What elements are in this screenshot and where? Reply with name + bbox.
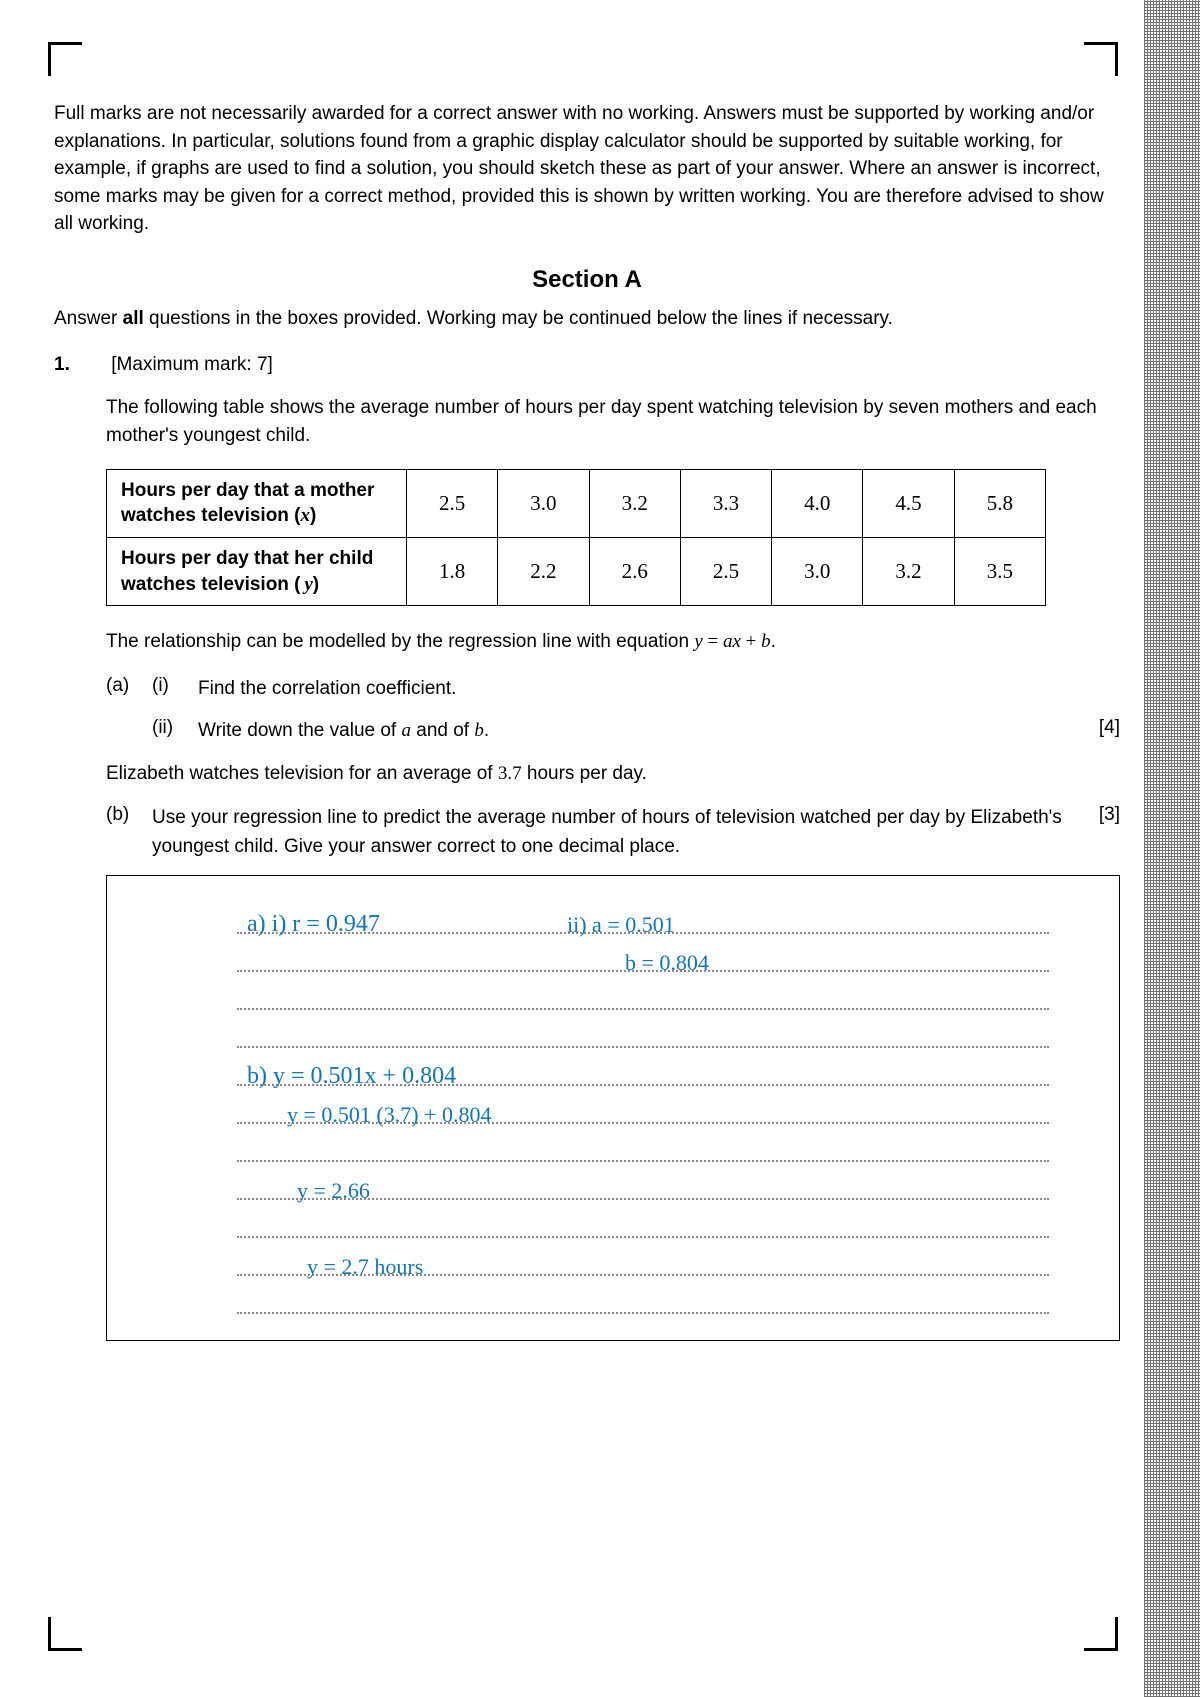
section-instructions: Answer all questions in the boxes provid… xyxy=(54,308,1120,330)
answer-line xyxy=(147,974,1079,1012)
cell-y-2: 2.6 xyxy=(589,538,680,606)
cell-y-1: 2.2 xyxy=(498,538,589,606)
q1-number: 1. xyxy=(54,354,106,376)
reg-post: . xyxy=(771,631,776,652)
text-b: Use your regression line to predict the … xyxy=(152,804,1082,861)
cell-x-2: 3.2 xyxy=(589,469,680,537)
answer-line xyxy=(147,1278,1079,1316)
answer-line xyxy=(147,1012,1079,1050)
cell-x-6: 5.8 xyxy=(954,469,1045,537)
row1-header: Hours per day that a mother watches tele… xyxy=(107,469,407,537)
aii-pre: Write down the value of xyxy=(198,720,401,741)
instr-post: questions in the boxes provided. Working… xyxy=(144,308,893,329)
answer-line: b) y = 0.501x + 0.804 xyxy=(147,1050,1079,1088)
answer-line: b = 0.804 xyxy=(147,936,1079,974)
q1-body: The following table shows the average nu… xyxy=(54,394,1120,1342)
table-row: Hours per day that her child watches tel… xyxy=(107,538,1046,606)
cell-y-0: 1.8 xyxy=(407,538,498,606)
q1-a-i: (a) (i) Find the correlation coefficient… xyxy=(106,675,1120,704)
cell-y-5: 3.2 xyxy=(863,538,954,606)
dotted-rule xyxy=(237,1312,1049,1314)
hand-a-ii-a: ii) a = 0.501 xyxy=(567,912,675,938)
label-a-ii: (ii) xyxy=(152,717,198,739)
hand-b-3: y = 2.66 xyxy=(297,1178,370,1204)
row2-header: Hours per day that her child watches tel… xyxy=(107,538,407,606)
cell-y-6: 3.5 xyxy=(954,538,1045,606)
dotted-rule xyxy=(237,1160,1049,1162)
cell-y-4: 3.0 xyxy=(772,538,863,606)
content-area: Full marks are not necessarily awarded f… xyxy=(54,100,1120,1341)
aii-b: b xyxy=(474,720,484,741)
crop-mark-tr xyxy=(1084,42,1118,76)
q1-regression-text: The relationship can be modelled by the … xyxy=(106,628,1120,657)
reg-pre: The relationship can be modelled by the … xyxy=(106,631,694,652)
hand-b-2: y = 0.501 (3.7) + 0.804 xyxy=(287,1102,491,1128)
text-a-ii: Write down the value of a and of b. xyxy=(198,717,1082,746)
section-title: Section A xyxy=(54,266,1120,294)
q1-maxmark: [Maximum mark: 7] xyxy=(111,354,273,375)
instr-bold: all xyxy=(123,308,144,329)
instr-pre: Answer xyxy=(54,308,123,329)
answer-line: y = 2.7 hours xyxy=(147,1240,1079,1278)
row2-label-post: ) xyxy=(313,574,319,595)
aii-a: a xyxy=(401,720,411,741)
cell-y-3: 2.5 xyxy=(680,538,771,606)
cell-x-5: 4.5 xyxy=(863,469,954,537)
row2-label-pre: Hours per day that her child watches tel… xyxy=(121,548,373,595)
binding-strip xyxy=(1144,0,1200,1697)
hand-b-4: y = 2.7 hours xyxy=(307,1254,423,1280)
marks-a: [4] xyxy=(1082,717,1120,739)
hand-a-ii-b: b = 0.804 xyxy=(625,950,709,976)
answer-line: y = 0.501 (3.7) + 0.804 xyxy=(147,1088,1079,1126)
label-a: (a) xyxy=(106,675,152,697)
cell-x-4: 4.0 xyxy=(772,469,863,537)
row1-label-post: ) xyxy=(310,505,316,526)
hand-a-i: a) i) r = 0.947 xyxy=(247,911,380,938)
cell-x-3: 3.3 xyxy=(680,469,771,537)
dotted-rule xyxy=(237,1008,1049,1010)
table-row: Hours per day that a mother watches tele… xyxy=(107,469,1046,537)
intro-text: Full marks are not necessarily awarded f… xyxy=(54,100,1120,238)
text-a-i: Find the correlation coefficient. xyxy=(198,675,1082,704)
q1-stem: The following table shows the average nu… xyxy=(106,394,1120,451)
answer-line: a) i) r = 0.947 ii) a = 0.501 xyxy=(147,898,1079,936)
row2-var: y xyxy=(304,574,312,595)
eliz-val: 3.7 xyxy=(498,763,522,784)
aii-post: . xyxy=(484,720,489,741)
q1-b: (b) Use your regression line to predict … xyxy=(106,804,1120,861)
marks-b: [3] xyxy=(1082,804,1120,826)
label-b: (b) xyxy=(106,804,152,826)
q1-a-ii: (ii) Write down the value of a and of b.… xyxy=(106,717,1120,746)
answer-line: y = 2.66 xyxy=(147,1164,1079,1202)
dotted-rule xyxy=(237,1046,1049,1048)
eliz-pre: Elizabeth watches television for an aver… xyxy=(106,763,498,784)
hand-b-1: b) y = 0.501x + 0.804 xyxy=(247,1063,456,1090)
aii-mid: and of xyxy=(411,720,474,741)
cell-x-1: 3.0 xyxy=(498,469,589,537)
answer-box: a) i) r = 0.947 ii) a = 0.501 b = 0.804 … xyxy=(106,875,1120,1341)
answer-line xyxy=(147,1202,1079,1240)
dotted-rule xyxy=(237,1236,1049,1238)
q1-header: 1. [Maximum mark: 7] xyxy=(54,354,1120,376)
row1-label-pre: Hours per day that a mother watches tele… xyxy=(121,480,374,527)
reg-eq: y = ax + b xyxy=(694,631,770,652)
cell-x-0: 2.5 xyxy=(407,469,498,537)
q1-data-table: Hours per day that a mother watches tele… xyxy=(106,469,1046,607)
eliz-post: hours per day. xyxy=(522,763,647,784)
page: Full marks are not necessarily awarded f… xyxy=(0,0,1200,1697)
answer-line xyxy=(147,1126,1079,1164)
row1-var: x xyxy=(301,505,311,526)
crop-mark-bl xyxy=(48,1617,82,1651)
label-a-i: (i) xyxy=(152,675,198,697)
crop-mark-br xyxy=(1084,1617,1118,1651)
crop-mark-tl xyxy=(48,42,82,76)
q1-elizabeth: Elizabeth watches television for an aver… xyxy=(106,760,1120,789)
